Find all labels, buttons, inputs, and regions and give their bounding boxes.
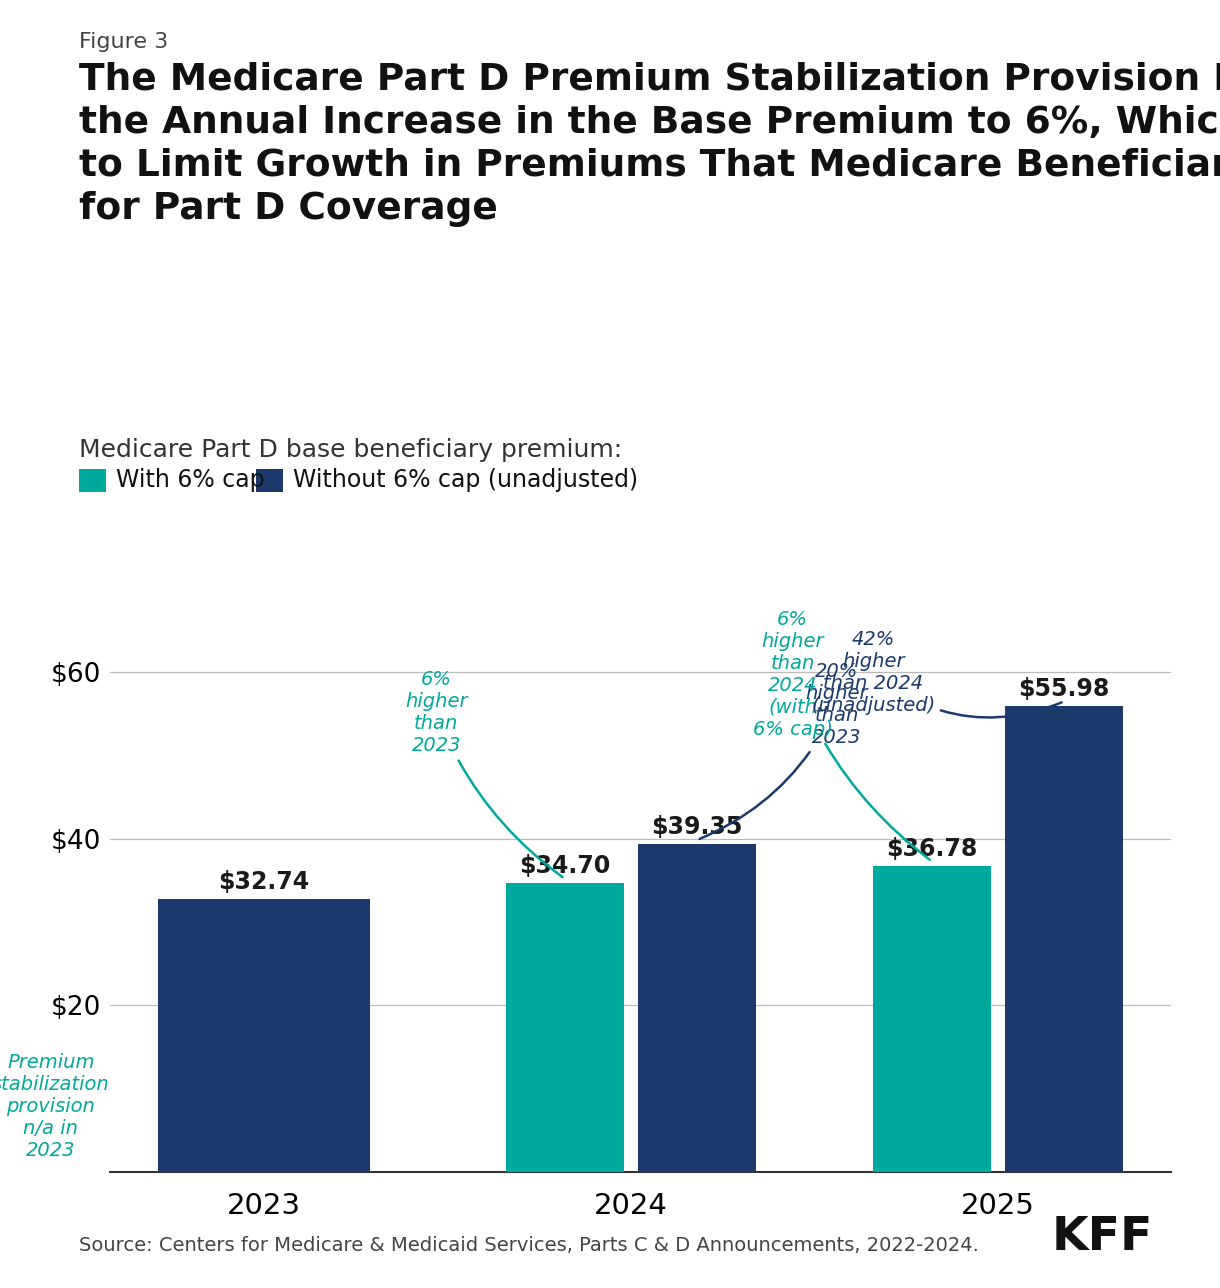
Bar [506, 882, 623, 1172]
Bar [874, 866, 991, 1172]
Text: KFF: KFF [1052, 1215, 1153, 1260]
Text: $39.35: $39.35 [651, 815, 743, 840]
Bar [638, 844, 755, 1172]
Bar [159, 899, 370, 1172]
Text: Medicare Part D base beneficiary premium:: Medicare Part D base beneficiary premium… [79, 438, 622, 462]
Text: 20%
higher
than
2023: 20% higher than 2023 [699, 662, 867, 838]
Text: $36.78: $36.78 [887, 836, 977, 860]
Text: Figure 3: Figure 3 [79, 32, 168, 53]
Text: 6%
higher
than
2023: 6% higher than 2023 [405, 670, 562, 877]
Text: Source: Centers for Medicare & Medicaid Services, Parts C & D Announcements, 202: Source: Centers for Medicare & Medicaid … [79, 1235, 980, 1255]
Text: With 6% cap: With 6% cap [116, 469, 265, 492]
Bar [1005, 706, 1122, 1172]
Text: $55.98: $55.98 [1019, 676, 1110, 701]
Text: 42%
higher
than 2024
(unadjusted): 42% higher than 2024 (unadjusted) [811, 630, 1061, 717]
Text: The Medicare Part D Premium Stabilization Provision Limits
the Annual Increase i: The Medicare Part D Premium Stabilizatio… [79, 62, 1220, 227]
Text: 6%
higher
than
2024
(with
6% cap): 6% higher than 2024 (with 6% cap) [753, 609, 930, 859]
Text: $32.74: $32.74 [218, 871, 310, 894]
Text: Without 6% cap (unadjusted): Without 6% cap (unadjusted) [293, 469, 638, 492]
Text: $34.70: $34.70 [520, 854, 610, 878]
Text: Premium
stabilization
provision
n/a in
2023: Premium stabilization provision n/a in 2… [0, 1052, 110, 1159]
